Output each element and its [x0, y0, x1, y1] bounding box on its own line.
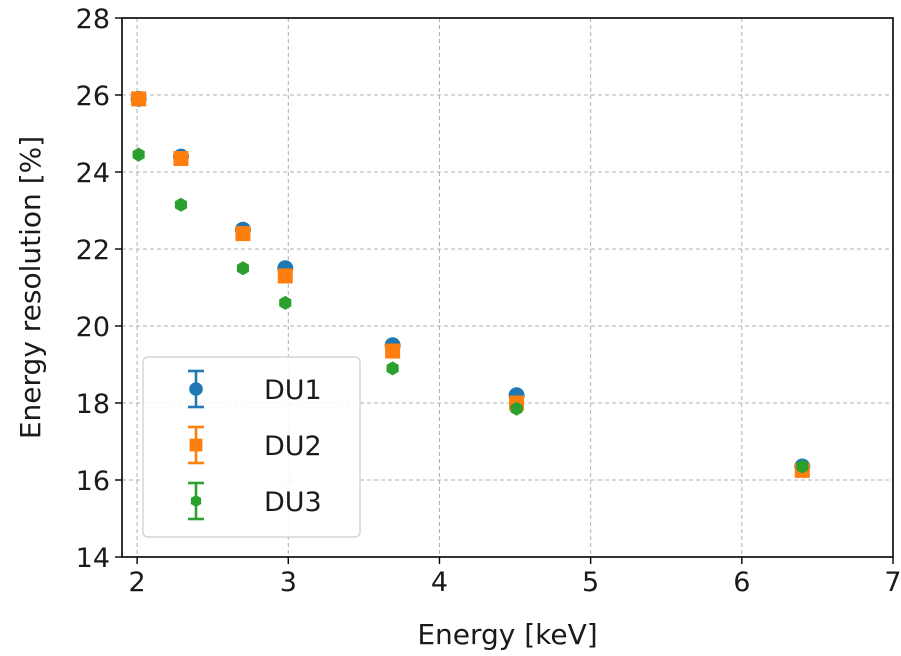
y-tick-label: 22: [76, 235, 110, 266]
x-axis-label: Energy [keV]: [417, 618, 597, 651]
x-tick-label: 6: [733, 567, 750, 598]
data-point: [236, 261, 249, 276]
legend-label: DU1: [264, 375, 322, 406]
y-tick-label: 14: [76, 543, 110, 574]
x-tick-label: 7: [884, 567, 901, 598]
legend-entry-du3: DU3: [188, 481, 322, 521]
x-axis-ticks: 2 3 4 5 6 7: [129, 557, 901, 598]
x-tick-label: 4: [431, 567, 448, 598]
y-tick-label: 18: [76, 389, 110, 420]
y-tick-label: 16: [76, 466, 110, 497]
legend-box: [142, 356, 361, 538]
data-point: [131, 91, 147, 107]
legend-marker: [189, 438, 203, 452]
series-du3: [132, 147, 809, 474]
legend-marker: [190, 495, 202, 507]
data-point: [386, 361, 399, 376]
y-tick-label: 26: [76, 81, 110, 112]
y-tick-label: 24: [76, 158, 110, 189]
data-point: [173, 151, 189, 167]
data-point: [385, 343, 401, 359]
data-points: [130, 90, 811, 478]
y-tick-label: 28: [76, 4, 110, 35]
data-point: [174, 197, 188, 212]
legend: DU1 DU2 DU3: [142, 356, 361, 538]
y-axis-label: Energy resolution [%]: [14, 136, 47, 439]
legend-entry-du2: DU2: [188, 425, 322, 465]
legend-label: DU2: [264, 431, 322, 462]
data-point: [510, 401, 523, 416]
x-tick-label: 2: [129, 567, 146, 598]
data-point: [132, 147, 145, 162]
data-point: [277, 268, 293, 284]
x-tick-label: 5: [582, 567, 599, 598]
data-point: [235, 226, 251, 242]
y-tick-label: 20: [76, 312, 110, 343]
legend-label: DU3: [264, 487, 322, 518]
data-point: [796, 459, 809, 474]
legend-entry-du1: DU1: [188, 369, 322, 409]
legend-marker: [189, 382, 203, 396]
y-axis-ticks: 14 16 18 20 22 24 26 28: [76, 4, 122, 574]
data-point: [279, 295, 292, 310]
x-tick-label: 3: [280, 567, 297, 598]
plot-frame: [121, 17, 894, 558]
